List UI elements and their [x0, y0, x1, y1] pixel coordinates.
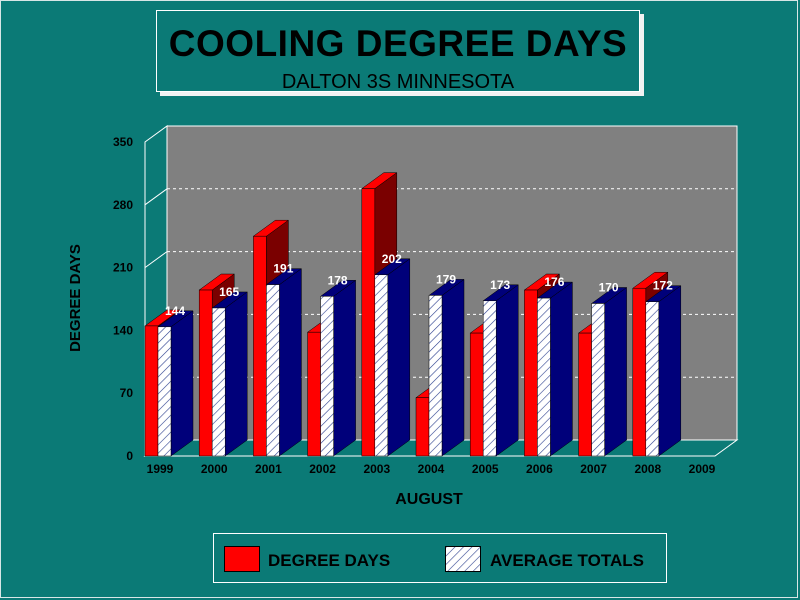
- y-tick-label: 350: [113, 135, 133, 149]
- bar-average-totals: [645, 285, 682, 457]
- bar-front: [361, 188, 376, 457]
- bar-average-totals: [590, 286, 628, 457]
- bar-front: [428, 295, 443, 457]
- data-label: 173: [490, 278, 510, 292]
- y-tick-label: 210: [113, 261, 133, 275]
- data-label: 178: [328, 273, 348, 287]
- data-label: 170: [599, 280, 619, 294]
- x-tick-label: 2000: [201, 462, 228, 476]
- data-label: 191: [273, 262, 293, 276]
- bar-side: [658, 285, 682, 457]
- bar-front: [320, 296, 334, 457]
- bar-average-totals: [428, 278, 465, 457]
- y-tick-label: 70: [120, 386, 134, 400]
- bar-front: [482, 300, 497, 457]
- gridline-side: [144, 251, 168, 269]
- bar-front: [374, 274, 389, 457]
- y-tick-label: 0: [126, 449, 133, 463]
- bar-side: [279, 268, 302, 457]
- plot-back-outline: [167, 125, 738, 440]
- bar-side: [441, 278, 465, 457]
- bar-front: [578, 332, 592, 457]
- title-box: COOLING DEGREE DAYS DALTON 3S MINNESOTA: [156, 10, 640, 93]
- bar-front: [266, 284, 280, 457]
- bar-front: [645, 301, 660, 457]
- bar-average-totals: [211, 291, 248, 457]
- x-axis-label: AUGUST: [395, 491, 463, 508]
- x-tick-label: 2007: [580, 462, 607, 476]
- data-label: 165: [219, 285, 239, 299]
- bar-side: [333, 279, 356, 457]
- bar-front: [144, 325, 159, 457]
- y-axis-label: DEGREE DAYS: [67, 244, 84, 352]
- x-tick-label: 2003: [363, 462, 390, 476]
- bar-side: [170, 310, 194, 457]
- x-tick-label: 2009: [689, 462, 716, 476]
- bar-front: [211, 307, 226, 457]
- bar-front: [157, 326, 172, 457]
- bar-side: [604, 286, 627, 457]
- bar-average-totals: [482, 284, 519, 457]
- data-label: 176: [544, 275, 564, 289]
- bar-average-totals: [157, 310, 194, 457]
- bar-average-totals: [536, 281, 574, 457]
- legend: DEGREE DAYS AVERAGE TOTALS: [213, 533, 667, 583]
- legend-label-average-totals: AVERAGE TOTALS: [490, 551, 644, 570]
- x-tick-label: 2005: [472, 462, 499, 476]
- bar-average-totals: [319, 279, 357, 457]
- data-label: 144: [165, 304, 185, 318]
- x-tick-label: 2006: [526, 462, 553, 476]
- gridline-side: [144, 188, 168, 206]
- bar-front: [524, 289, 538, 457]
- x-tick-label: 2001: [255, 462, 282, 476]
- chart-subtitle: DALTON 3S MINNESOTA: [281, 71, 515, 93]
- chart-title: COOLING DEGREE DAYS: [168, 23, 628, 64]
- x-tick-label: 2004: [418, 462, 445, 476]
- bar-front: [591, 303, 605, 457]
- data-label: 202: [382, 252, 402, 266]
- legend-label-degree-days: DEGREE DAYS: [268, 551, 391, 570]
- bar-front: [632, 287, 647, 457]
- bar-average-totals: [265, 268, 303, 457]
- x-tick-label: 2002: [309, 462, 336, 476]
- bar-front: [415, 397, 430, 457]
- x-tick-label: 2008: [634, 462, 661, 476]
- x-tick-label: 1999: [147, 462, 174, 476]
- legend-swatch-average-totals: [445, 546, 481, 572]
- bar-front: [253, 235, 267, 457]
- y-tick-label: 140: [113, 323, 133, 337]
- bar-front: [307, 331, 321, 457]
- bar-average-totals: [374, 258, 411, 457]
- bar-side: [387, 258, 411, 457]
- bar-side: [495, 284, 519, 457]
- bar-side: [224, 291, 248, 457]
- bar-side: [550, 281, 573, 457]
- bar-front: [198, 289, 213, 457]
- bar-front: [469, 332, 484, 457]
- bar-front: [537, 297, 551, 457]
- legend-swatch-degree-days: [224, 546, 260, 572]
- y-tick-label: 280: [113, 198, 133, 212]
- data-label: 179: [436, 272, 456, 286]
- data-label: 172: [653, 279, 673, 293]
